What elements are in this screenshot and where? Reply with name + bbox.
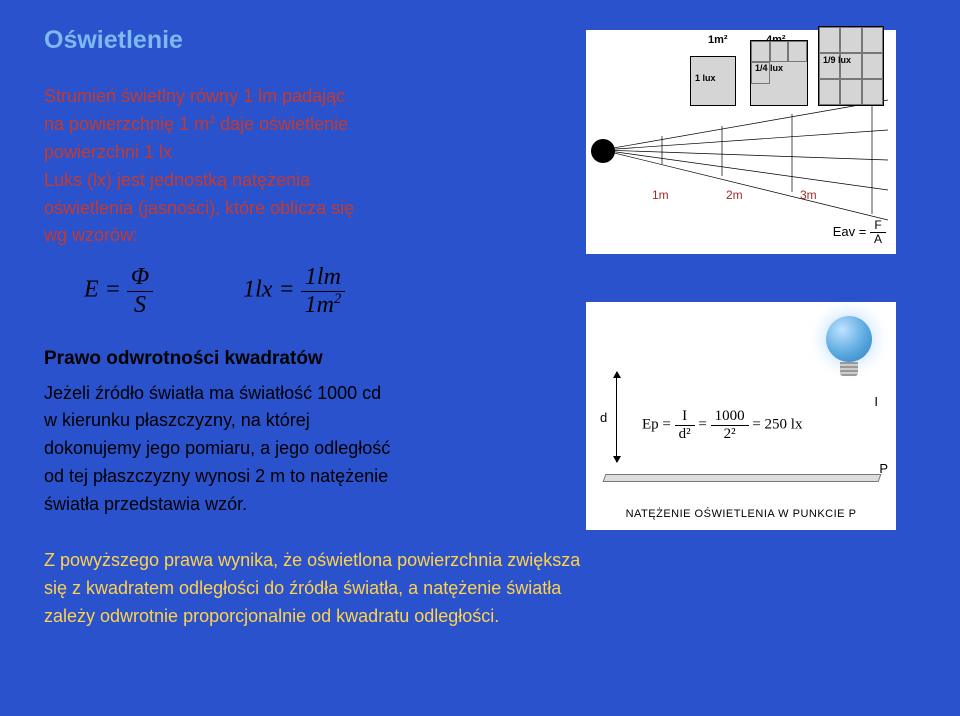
para-line: Luks (lx) jest jednostką natężenia	[44, 167, 474, 195]
law-line: światła przedstawia wzór.	[44, 491, 474, 519]
plane-P	[603, 474, 882, 482]
para-line: Strumień świetlny równy 1 lm padając	[44, 83, 474, 111]
yellow-line: się z kwadratem odległości do źródła świ…	[44, 575, 764, 603]
paragraph-flux: Strumień świetlny równy 1 lm padając na …	[44, 83, 474, 250]
formula-E: E = Φ S	[84, 264, 153, 318]
para-line: wg wzorów:	[44, 222, 474, 250]
perspective-grid	[592, 90, 888, 240]
illuminance-plane-3: 1/9 lux	[818, 26, 884, 106]
illuminance-plane-1: 1 lux	[690, 56, 736, 106]
grid-figure-body: 1m² 4m² 9m² 1 lux	[586, 30, 896, 254]
figure-caption: NATĘŻENIE OŚWIETLENIA W PUNKCIE P	[596, 508, 886, 520]
paragraph-law: Prawo odwrotności kwadratów Jeżeli źródł…	[44, 344, 474, 519]
law-heading: Prawo odwrotności kwadratów	[44, 344, 474, 373]
law-line: od tej płaszczyzny wynosi 2 m to natężen…	[44, 463, 474, 491]
para-line: powierzchni 1 lx	[44, 139, 474, 167]
P-label: P	[879, 461, 888, 476]
para-line: na powierzchnię 1 m2 daje oświetlenie	[44, 111, 474, 139]
ep-formula: Ep = I d² = 1000 2² = 250 lx	[642, 408, 802, 442]
distance-arrow	[616, 372, 617, 462]
distance-label: 1m	[652, 188, 669, 202]
law-line: dokonujemy jego pomiaru, a jego odległoś…	[44, 435, 474, 463]
formula-lx: 1lx = 1lm 1m2	[243, 264, 345, 318]
I-label: I	[874, 394, 878, 409]
yellow-line: zależy odwrotnie proporcjonalnie od kwad…	[44, 603, 764, 631]
paragraph-conclusion: Z powyższego prawa wynika, że oświetlona…	[44, 547, 764, 631]
figure-inverse-square: 1m² 4m² 9m² 1 lux	[586, 30, 896, 254]
distance-label: 2m	[726, 188, 743, 202]
d-label: d	[600, 410, 607, 425]
law-line: Jeżeli źródło światła ma światłość 1000 …	[44, 380, 474, 408]
bulb-icon	[826, 316, 872, 374]
slide-page: Oświetlenie Strumień świetlny równy 1 lm…	[0, 0, 960, 716]
grid-top-label: 1m²	[708, 34, 728, 46]
illuminance-plane-2: 1/4 lux	[750, 40, 808, 106]
law-line: w kierunku płaszczyzny, na której	[44, 407, 474, 435]
distance-label: 3m	[800, 188, 817, 202]
eav-formula: Eav = F A	[833, 219, 886, 246]
figure-bulb-illuminance: d I P Ep = I d² = 1000 2² = 250 lx NATĘŻ…	[586, 302, 896, 530]
yellow-line: Z powyższego prawa wynika, że oświetlona…	[44, 547, 764, 575]
bulb-figure-body: d I P Ep = I d² = 1000 2² = 250 lx NATĘŻ…	[596, 312, 886, 520]
para-line: oświetlenia (jasności), które oblicza si…	[44, 195, 474, 223]
